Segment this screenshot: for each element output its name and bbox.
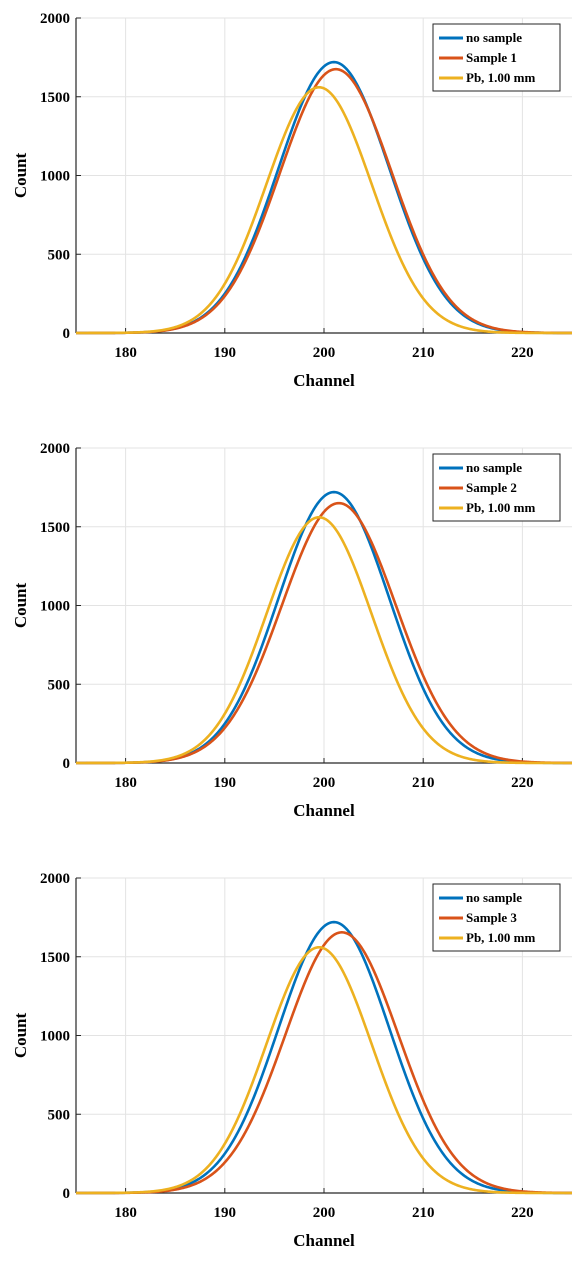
series-line-3	[75, 86, 572, 335]
figure: 180 190 200 210 220 0 500 1000 1500 2000 Channel Co…	[11, 11, 572, 1250]
x-tick-label: 220	[511, 775, 534, 791]
x-tick-label: 200	[313, 1205, 336, 1221]
y-tick-label: 1000	[40, 1029, 70, 1045]
x-tick-label: 190	[214, 775, 237, 791]
y-axis-title: Count	[11, 582, 30, 628]
y-tick-label: 500	[48, 1107, 71, 1123]
chart-2: 180 190 200 210 220 0 500 1000 1500 2000 Channel Co…	[11, 441, 572, 820]
y-tick-label: 500	[48, 247, 71, 263]
legend-label-2: Sample 3	[466, 910, 517, 925]
x-axis-title: Channel	[293, 371, 355, 390]
legend: no sample Sample 3 Pb, 1.00 mm	[432, 883, 561, 952]
legend-label-1: no sample	[466, 460, 522, 475]
y-tick-label: 1500	[40, 950, 70, 966]
y-tick-label: 2000	[40, 871, 70, 887]
legend-label-2: Sample 1	[466, 50, 517, 65]
x-axis-title: Channel	[293, 801, 355, 820]
x-tick-label: 210	[412, 775, 435, 791]
y-tick-label: 500	[48, 677, 71, 693]
x-tick-label: 200	[313, 345, 336, 361]
x-tick-label: 220	[511, 345, 534, 361]
y-tick-label: 1500	[40, 90, 70, 106]
x-tick-label: 210	[412, 345, 435, 361]
legend-label-3: Pb, 1.00 mm	[466, 930, 536, 945]
x-tick-label: 210	[412, 1205, 435, 1221]
y-tick-label: 2000	[40, 11, 70, 27]
chart-1: 180 190 200 210 220 0 500 1000 1500 2000 Channel Co…	[11, 11, 572, 390]
x-tick-label: 190	[214, 345, 237, 361]
y-tick-label: 0	[63, 1186, 71, 1202]
chart-3: 180 190 200 210 220 0 500 1000 1500 2000 Channel Co…	[11, 871, 572, 1250]
legend-label-1: no sample	[466, 890, 522, 905]
x-tick-label: 180	[114, 775, 137, 791]
x-tick-label: 180	[114, 345, 137, 361]
y-axis-title: Count	[11, 1012, 30, 1058]
series-line-3	[75, 946, 572, 1195]
y-axis-title: Count	[11, 152, 30, 198]
x-tick-label: 180	[114, 1205, 137, 1221]
series-line-3	[75, 516, 572, 765]
legend-label-1: no sample	[466, 30, 522, 45]
x-tick-label: 190	[214, 1205, 237, 1221]
x-tick-label: 200	[313, 775, 336, 791]
legend-label-3: Pb, 1.00 mm	[466, 500, 536, 515]
legend-label-2: Sample 2	[466, 480, 517, 495]
y-tick-label: 0	[63, 326, 71, 342]
legend-label-3: Pb, 1.00 mm	[466, 70, 536, 85]
y-tick-label: 1500	[40, 520, 70, 536]
y-tick-label: 2000	[40, 441, 70, 457]
y-tick-label: 0	[63, 756, 71, 772]
y-tick-label: 1000	[40, 169, 70, 185]
x-axis-title: Channel	[293, 1231, 355, 1250]
y-tick-label: 1000	[40, 599, 70, 615]
x-tick-label: 220	[511, 1205, 534, 1221]
legend: no sample Sample 1 Pb, 1.00 mm	[432, 23, 561, 92]
legend: no sample Sample 2 Pb, 1.00 mm	[432, 453, 561, 522]
